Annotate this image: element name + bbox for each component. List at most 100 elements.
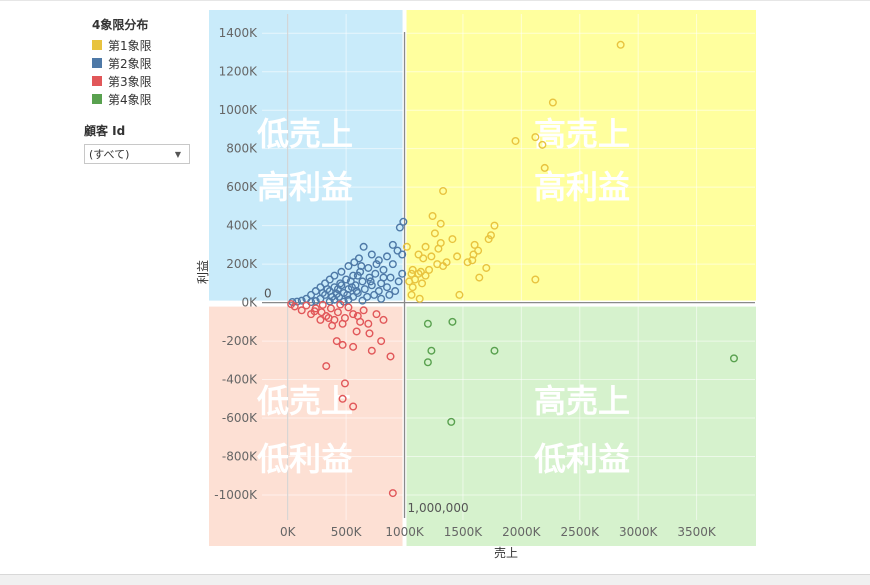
data-point-1[interactable] (468, 256, 477, 265)
data-point-3[interactable] (379, 315, 388, 324)
data-point-3[interactable] (316, 315, 325, 324)
data-point-1[interactable] (408, 265, 417, 274)
data-point-1[interactable] (421, 271, 430, 280)
data-point-4[interactable] (448, 317, 457, 326)
data-point-1[interactable] (402, 242, 411, 251)
legend-item-q2[interactable]: 第2象限 (92, 54, 152, 72)
data-point-1[interactable] (416, 267, 425, 276)
data-point-3[interactable] (349, 402, 358, 411)
data-point-2[interactable] (323, 285, 332, 294)
data-point-1[interactable] (538, 140, 547, 149)
data-point-3[interactable] (322, 362, 331, 371)
data-point-2[interactable] (388, 240, 397, 249)
legend-item-q1[interactable]: 第1象限 (92, 36, 152, 54)
data-point-1[interactable] (453, 252, 462, 261)
data-point-3[interactable] (344, 303, 353, 312)
data-point-4[interactable] (427, 346, 436, 355)
data-point-3[interactable] (330, 315, 339, 324)
data-point-3[interactable] (336, 300, 345, 309)
data-point-1[interactable] (408, 283, 417, 292)
data-point-3[interactable] (287, 300, 296, 309)
data-point-1[interactable] (616, 40, 625, 49)
data-point-2[interactable] (371, 269, 380, 278)
data-point-2[interactable] (344, 295, 353, 304)
customer-id-dropdown[interactable]: (すべて) ▼ (84, 144, 190, 164)
data-point-4[interactable] (490, 346, 499, 355)
data-point-2[interactable] (330, 271, 339, 280)
data-point-2[interactable] (379, 273, 388, 282)
data-point-3[interactable] (377, 337, 386, 346)
data-point-2[interactable] (337, 267, 346, 276)
data-point-3[interactable] (349, 310, 358, 319)
data-point-2[interactable] (388, 260, 397, 269)
data-point-1[interactable] (463, 258, 472, 267)
data-point-3[interactable] (338, 394, 347, 403)
data-point-2[interactable] (318, 288, 327, 297)
data-point-3[interactable] (338, 340, 347, 349)
data-point-2[interactable] (325, 275, 334, 284)
data-point-3[interactable] (340, 313, 349, 322)
data-point-1[interactable] (414, 269, 423, 278)
data-point-2[interactable] (367, 281, 376, 290)
data-point-3[interactable] (364, 319, 373, 328)
data-point-2[interactable] (383, 252, 392, 261)
data-point-2[interactable] (398, 269, 407, 278)
data-point-1[interactable] (421, 242, 430, 251)
data-point-3[interactable] (322, 312, 331, 321)
data-point-2[interactable] (399, 217, 408, 226)
data-point-1[interactable] (490, 221, 499, 230)
data-point-1[interactable] (428, 212, 437, 221)
data-point-2[interactable] (350, 258, 359, 267)
data-point-2[interactable] (391, 287, 400, 296)
data-point-3[interactable] (332, 337, 341, 346)
data-point-1[interactable] (415, 294, 424, 303)
data-point-1[interactable] (531, 133, 540, 142)
data-point-2[interactable] (370, 290, 379, 299)
data-point-4[interactable] (447, 417, 456, 426)
data-point-1[interactable] (434, 244, 443, 253)
data-point-3[interactable] (318, 300, 327, 309)
data-point-2[interactable] (297, 296, 306, 305)
data-point-1[interactable] (531, 275, 540, 284)
data-point-2[interactable] (383, 283, 392, 292)
data-point-1[interactable] (407, 290, 416, 299)
data-point-2[interactable] (393, 246, 402, 255)
data-point-3[interactable] (367, 346, 376, 355)
data-point-4[interactable] (729, 354, 738, 363)
data-point-2[interactable] (360, 285, 369, 294)
data-point-1[interactable] (470, 240, 479, 249)
data-point-2[interactable] (342, 275, 351, 284)
data-point-4[interactable] (423, 319, 432, 328)
data-point-2[interactable] (332, 289, 341, 298)
data-point-2[interactable] (359, 242, 368, 251)
data-point-1[interactable] (414, 250, 423, 259)
data-point-1[interactable] (439, 187, 448, 196)
data-point-3[interactable] (372, 310, 381, 319)
data-point-1[interactable] (439, 262, 448, 271)
data-point-3[interactable] (386, 352, 395, 361)
data-point-2[interactable] (311, 297, 320, 306)
data-point-2[interactable] (372, 260, 381, 269)
data-point-2[interactable] (358, 296, 367, 305)
data-point-2[interactable] (354, 254, 363, 263)
data-point-3[interactable] (356, 317, 365, 326)
data-point-2[interactable] (379, 265, 388, 274)
data-point-1[interactable] (548, 98, 557, 107)
data-point-1[interactable] (484, 235, 493, 244)
data-point-1[interactable] (419, 254, 428, 263)
data-point-2[interactable] (347, 283, 356, 292)
data-point-1[interactable] (455, 290, 464, 299)
data-point-3[interactable] (365, 329, 374, 338)
data-point-2[interactable] (398, 250, 407, 259)
data-point-1[interactable] (474, 246, 483, 255)
data-point-2[interactable] (374, 287, 383, 296)
chevron-down-icon[interactable]: ▼ (174, 149, 182, 159)
data-point-3[interactable] (297, 306, 306, 315)
data-point-1[interactable] (436, 219, 445, 228)
legend-item-q3[interactable]: 第3象限 (92, 72, 152, 90)
data-point-2[interactable] (311, 287, 320, 296)
data-point-2[interactable] (358, 277, 367, 286)
data-point-1[interactable] (482, 263, 491, 272)
data-point-2[interactable] (367, 250, 376, 259)
data-point-1[interactable] (405, 277, 414, 286)
